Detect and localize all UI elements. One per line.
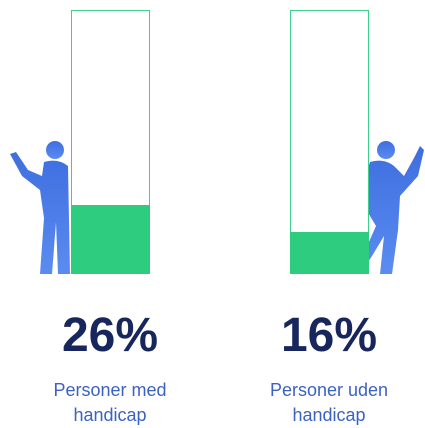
bar [290, 232, 369, 274]
category-label: Personer med handicap [35, 378, 185, 428]
bar [71, 205, 150, 274]
person-left [10, 141, 70, 274]
value-label: 16% [239, 312, 419, 360]
category-label: Personer uden handicap [254, 378, 404, 428]
value-label: 26% [20, 312, 200, 360]
infographic: 26% Personer med handicap 16% Personer uden… [0, 0, 425, 425]
person-right [362, 141, 424, 274]
page: 26% Personer med handicap 16% Personer uden… [0, 0, 425, 425]
